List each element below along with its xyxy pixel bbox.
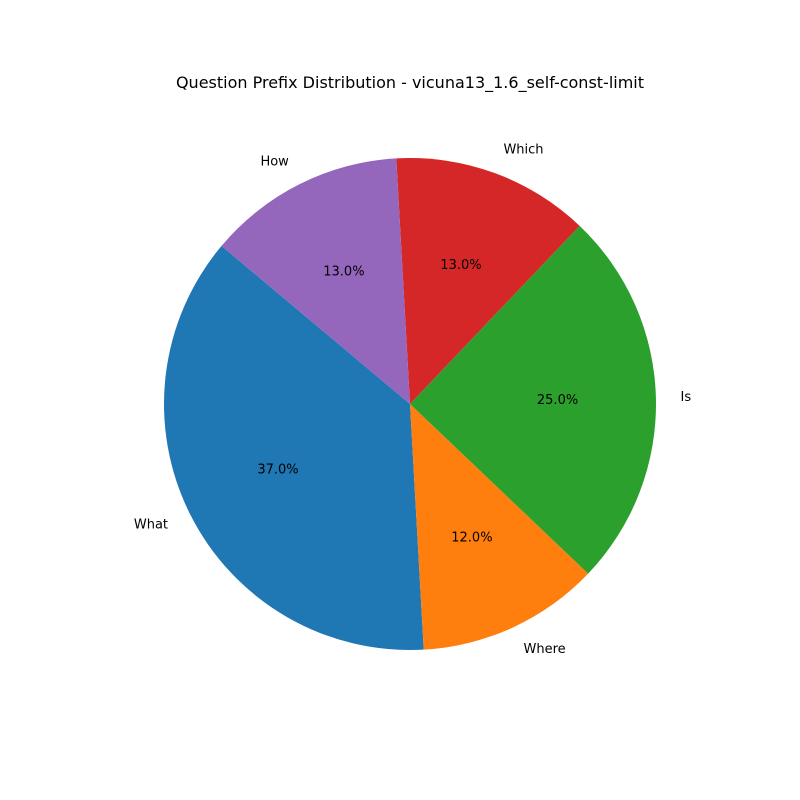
slice-label-where: Where [524, 642, 566, 657]
pie-slice-where [410, 404, 589, 650]
slice-percent-how: 13.0% [323, 265, 364, 280]
chart-title: Question Prefix Distribution - vicuna13_… [176, 73, 644, 93]
slice-percent-where: 12.0% [451, 530, 492, 545]
slice-label-which: Which [503, 143, 543, 158]
slice-label-how: How [260, 155, 289, 170]
pie-slice-how [221, 158, 410, 404]
slice-percent-which: 13.0% [440, 258, 481, 273]
pie-slices [163, 158, 656, 651]
slice-label-what: What [134, 518, 168, 533]
slice-percent-is: 25.0% [537, 393, 578, 408]
pie-slice-is [410, 225, 656, 574]
pie-labels: What 37.0% Where 12.0% Is 25.0% Which 13.0% How 1… [134, 143, 691, 658]
slice-label-is: Is [681, 390, 692, 405]
slice-percent-what: 37.0% [257, 463, 298, 478]
pie-slice-which [396, 158, 580, 404]
pie-slice-what [163, 245, 424, 651]
